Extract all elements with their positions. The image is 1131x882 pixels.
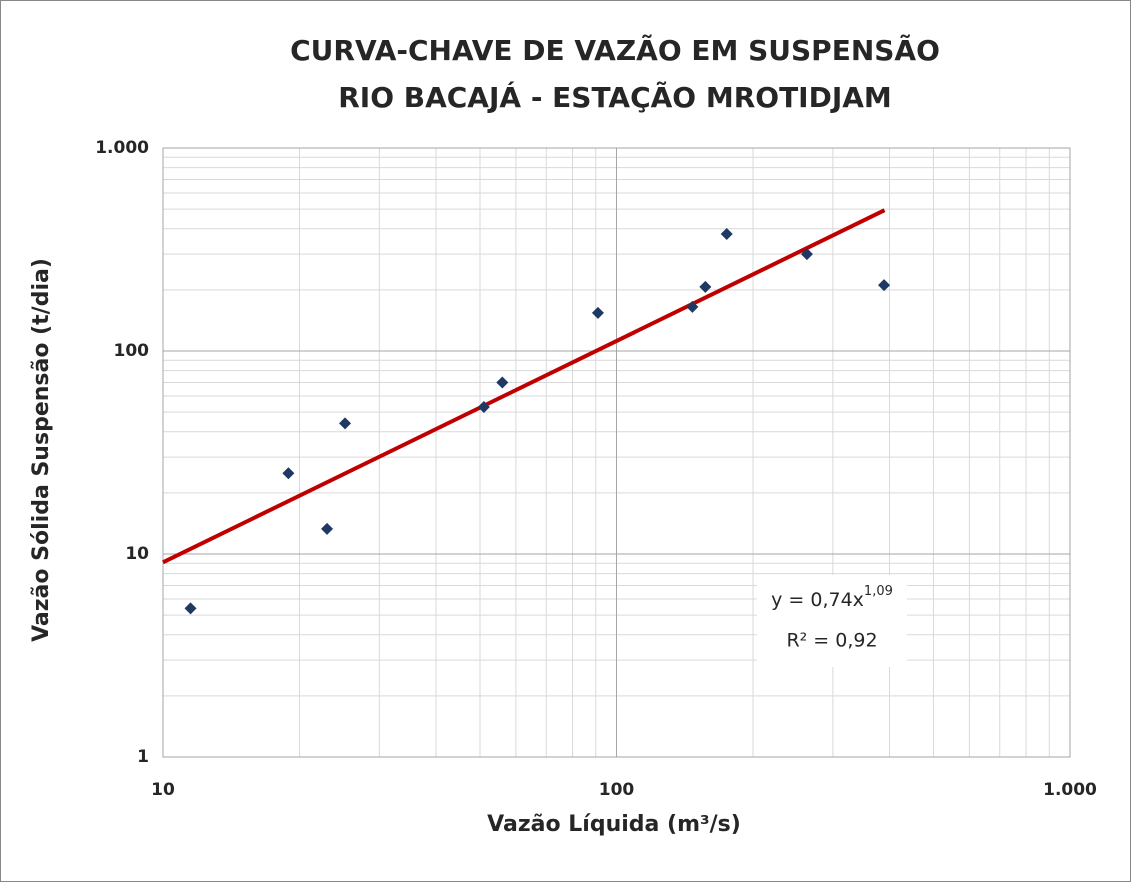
point bbox=[339, 417, 352, 430]
point bbox=[477, 400, 490, 413]
grid bbox=[162, 147, 1071, 758]
y-axis-label: Vazão Sólida Suspensão (t/dia) bbox=[29, 258, 54, 642]
point bbox=[720, 228, 733, 241]
point bbox=[800, 248, 813, 261]
point bbox=[686, 300, 699, 313]
point bbox=[184, 602, 197, 615]
r-squared: R² = 0,92 bbox=[786, 630, 877, 652]
plot bbox=[162, 208, 891, 615]
x-tick-label: 1.000 bbox=[1043, 780, 1097, 800]
chart-subtitle: RIO BACAJÁ - ESTAÇÃO MROTIDJAM bbox=[338, 80, 892, 114]
x-tick-label: 100 bbox=[599, 780, 635, 800]
point bbox=[321, 522, 334, 535]
y-tick-label: 10 bbox=[125, 544, 149, 564]
point bbox=[878, 279, 891, 292]
point bbox=[591, 306, 604, 319]
annotation-box bbox=[757, 575, 907, 667]
point bbox=[496, 376, 509, 389]
point bbox=[699, 280, 712, 293]
x-axis-label: Vazão Líquida (m³/s) bbox=[487, 812, 741, 837]
equation: y = 0,74x bbox=[771, 589, 864, 611]
y-tick-label: 100 bbox=[114, 341, 150, 361]
trendline bbox=[162, 208, 886, 565]
y-tick-label: 1.000 bbox=[95, 138, 149, 158]
x-tick-label: 10 bbox=[151, 780, 175, 800]
point bbox=[282, 467, 295, 480]
chart-title: CURVA-CHAVE DE VAZÃO EM SUSPENSÃO bbox=[290, 33, 940, 67]
plot-border bbox=[162, 147, 1071, 758]
trendline-equation: y = 0,74x1,09 bbox=[771, 584, 893, 611]
equation-exponent: 1,09 bbox=[864, 584, 893, 599]
y-tick-label: 1 bbox=[137, 747, 149, 767]
